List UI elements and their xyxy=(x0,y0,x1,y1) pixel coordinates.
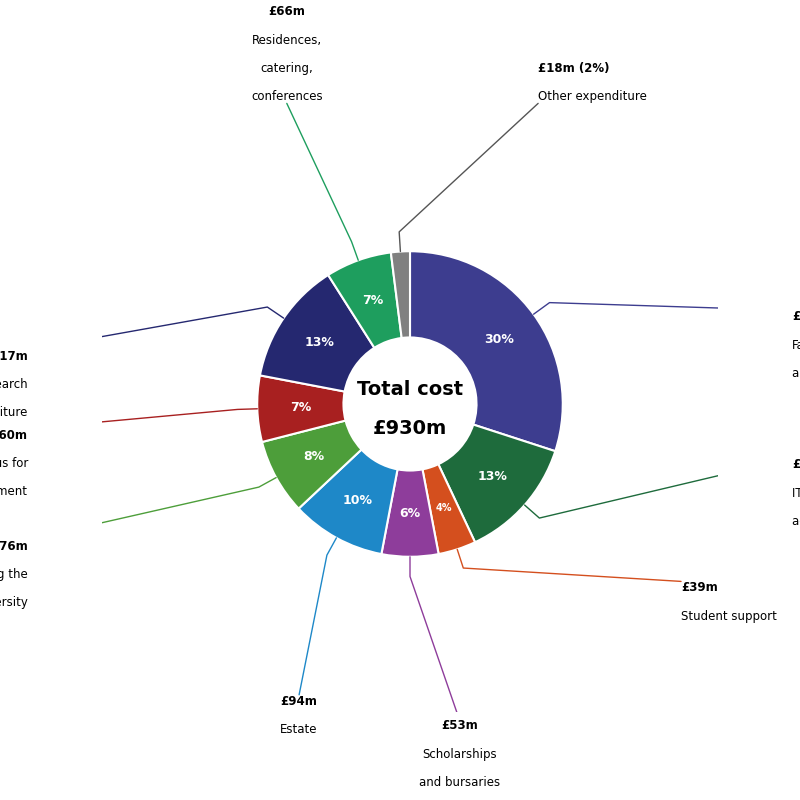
Wedge shape xyxy=(258,375,346,442)
Wedge shape xyxy=(391,251,410,338)
Text: 7%: 7% xyxy=(362,294,383,307)
Text: academic services: academic services xyxy=(792,515,800,528)
Text: £283m: £283m xyxy=(792,310,800,323)
Text: £76m: £76m xyxy=(0,539,28,553)
Text: and Schools: and Schools xyxy=(792,367,800,380)
Text: Student support: Student support xyxy=(681,610,777,622)
Text: expenditure: expenditure xyxy=(0,406,28,419)
Wedge shape xyxy=(298,450,398,554)
Wedge shape xyxy=(410,251,562,451)
Text: catering,: catering, xyxy=(261,62,313,75)
Text: 4%: 4% xyxy=(436,503,452,514)
Text: Surplus for: Surplus for xyxy=(0,457,28,470)
Text: Direct research: Direct research xyxy=(0,378,28,391)
Wedge shape xyxy=(438,425,555,542)
Text: £94m: £94m xyxy=(281,694,318,708)
Wedge shape xyxy=(328,253,402,348)
Text: 6%: 6% xyxy=(399,507,421,520)
Text: 13%: 13% xyxy=(478,470,507,483)
Text: £930m: £930m xyxy=(373,419,447,438)
Text: Estate: Estate xyxy=(280,723,318,736)
Text: Faculties: Faculties xyxy=(792,338,800,352)
Text: *£60m: *£60m xyxy=(0,429,28,442)
Text: 8%: 8% xyxy=(303,450,325,463)
Text: £124m: £124m xyxy=(792,458,800,471)
Text: Residences,: Residences, xyxy=(252,34,322,46)
Text: Scholarships: Scholarships xyxy=(422,748,497,761)
Text: reinvestment: reinvestment xyxy=(0,486,28,498)
Text: Total cost: Total cost xyxy=(357,380,463,398)
Text: 10%: 10% xyxy=(342,494,372,506)
Text: 30%: 30% xyxy=(484,333,514,346)
Text: IT, library and: IT, library and xyxy=(792,486,800,499)
Wedge shape xyxy=(382,470,438,557)
Text: 13%: 13% xyxy=(304,336,334,349)
Text: 7%: 7% xyxy=(290,401,311,414)
Wedge shape xyxy=(260,275,374,391)
Wedge shape xyxy=(422,464,475,554)
Text: Other expenditure: Other expenditure xyxy=(538,90,647,103)
Text: £117m: £117m xyxy=(0,350,28,362)
Text: Running the: Running the xyxy=(0,568,28,581)
Text: £53m: £53m xyxy=(441,719,478,732)
Wedge shape xyxy=(262,421,362,509)
Text: and bursaries: and bursaries xyxy=(418,776,500,789)
Text: University: University xyxy=(0,596,28,609)
Text: £18m (2%): £18m (2%) xyxy=(538,62,610,75)
Text: conferences: conferences xyxy=(251,90,322,103)
Text: £39m: £39m xyxy=(681,582,718,594)
Text: £66m: £66m xyxy=(268,6,306,18)
